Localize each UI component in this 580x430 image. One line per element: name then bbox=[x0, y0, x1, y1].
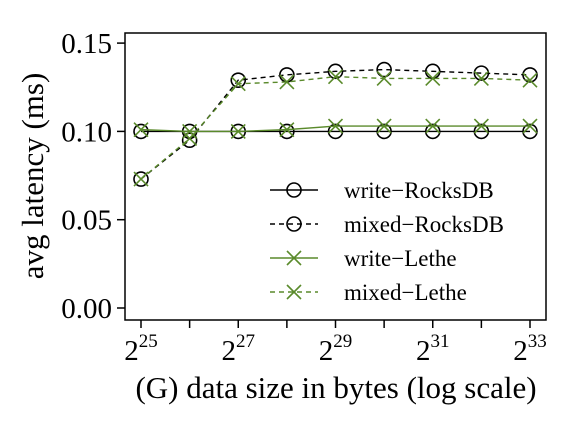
x-axis-label: (G) data size in bytes (log scale) bbox=[135, 370, 536, 405]
series-write-lethe-point bbox=[376, 118, 392, 134]
y-axis-label: avg latency (ms) bbox=[15, 73, 50, 280]
series-write-lethe-point bbox=[522, 118, 538, 134]
series-mixed-rocksdb-point bbox=[522, 67, 538, 83]
series-write-rocksdb-point bbox=[133, 123, 149, 140]
series-write-rocksdb-point bbox=[522, 123, 538, 140]
series-write-lethe-point bbox=[279, 122, 295, 138]
y-axis: 0.00 0.05 0.10 0.15 bbox=[61, 28, 125, 325]
legend: write−RocksDB mixed−RocksDB write−Lethe mix… bbox=[270, 178, 504, 305]
y-tick-label: 0.10 bbox=[61, 116, 112, 148]
series-mixed-lethe-point bbox=[230, 76, 246, 92]
legend-marker-point bbox=[286, 284, 302, 300]
y-tick-label: 0.00 bbox=[61, 293, 112, 325]
legend-label: mixed−Lethe bbox=[344, 280, 467, 305]
legend-label: write−RocksDB bbox=[344, 178, 494, 203]
series-write-rocksdb-point bbox=[279, 123, 295, 140]
y-tick-label: 0.15 bbox=[61, 28, 112, 60]
series-mixed-rocksdb-point bbox=[133, 171, 149, 187]
series-mixed-lethe-point bbox=[473, 70, 489, 86]
legend-marker-point bbox=[286, 216, 302, 232]
series-write-rocksdb-point bbox=[327, 123, 344, 140]
series-write-lethe-point bbox=[425, 118, 441, 134]
legend-label: write−Lethe bbox=[344, 246, 457, 271]
series-mixed-rocksdb-line bbox=[140, 68, 531, 180]
y-tick-label: 0.05 bbox=[61, 205, 112, 237]
legend-marker-point bbox=[286, 250, 302, 266]
series-mixed-rocksdb-point bbox=[473, 65, 490, 81]
x-tick-label: 233 bbox=[513, 331, 547, 367]
series-write-rocksdb-point bbox=[376, 123, 392, 140]
series-mixed-lethe-point bbox=[425, 70, 441, 86]
series-mixed-rocksdb-point bbox=[327, 63, 344, 80]
series-write-lethe bbox=[133, 118, 538, 139]
x-tick-label: 225 bbox=[124, 331, 158, 367]
series-write-lethe-point bbox=[230, 123, 246, 139]
series-layer bbox=[133, 61, 538, 187]
series-mixed-lethe bbox=[133, 69, 538, 187]
x-tick-label: 227 bbox=[222, 331, 256, 367]
series-mixed-rocksdb-point bbox=[376, 61, 392, 78]
series-mixed-lethe-point bbox=[327, 69, 344, 85]
series-write-lethe-point bbox=[133, 122, 149, 138]
series-mixed-lethe-point bbox=[182, 130, 198, 147]
series-mixed-rocksdb bbox=[133, 61, 538, 187]
series-mixed-lethe-point bbox=[376, 70, 392, 86]
x-tick-label: 229 bbox=[319, 331, 353, 367]
series-mixed-rocksdb-point bbox=[230, 72, 247, 88]
series-mixed-lethe-point bbox=[279, 74, 295, 90]
series-write-rocksdb-point bbox=[473, 123, 490, 140]
legend-entry: mixed−RocksDB bbox=[270, 212, 504, 237]
series-mixed-lethe-line bbox=[140, 75, 531, 180]
legend-entry: write−Lethe bbox=[270, 246, 457, 271]
legend-entry: write−RocksDB bbox=[270, 178, 494, 203]
series-write-lethe-point bbox=[327, 118, 344, 134]
legend-label: mixed−RocksDB bbox=[344, 212, 504, 237]
x-axis: 225 227 229 231 233 bbox=[124, 320, 547, 367]
series-write-lethe-point bbox=[473, 118, 489, 134]
legend-marker-point bbox=[286, 182, 302, 198]
series-write-lethe-point bbox=[182, 123, 198, 139]
legend-entry: mixed−Lethe bbox=[270, 280, 467, 305]
x-tick-label: 231 bbox=[416, 331, 450, 367]
series-write-rocksdb-point bbox=[424, 123, 441, 140]
series-mixed-lethe-point bbox=[133, 171, 149, 187]
series-mixed-rocksdb-point bbox=[181, 132, 198, 149]
series-mixed-lethe-point bbox=[522, 72, 538, 88]
